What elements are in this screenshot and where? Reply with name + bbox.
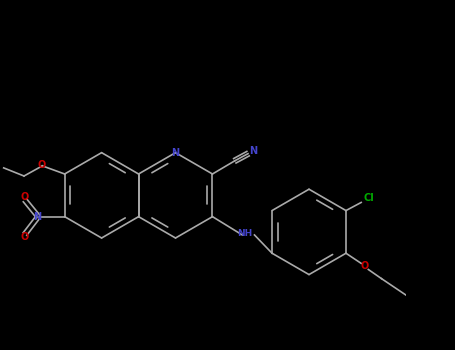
Text: O: O: [360, 261, 369, 272]
Text: O: O: [37, 160, 46, 170]
Text: N: N: [33, 212, 41, 222]
Text: NH: NH: [237, 230, 252, 238]
Text: Cl: Cl: [364, 193, 375, 203]
Text: N: N: [454, 236, 455, 246]
Text: N: N: [172, 148, 180, 158]
Text: O: O: [21, 232, 29, 242]
Text: O: O: [21, 193, 29, 202]
Text: N: N: [249, 146, 257, 156]
